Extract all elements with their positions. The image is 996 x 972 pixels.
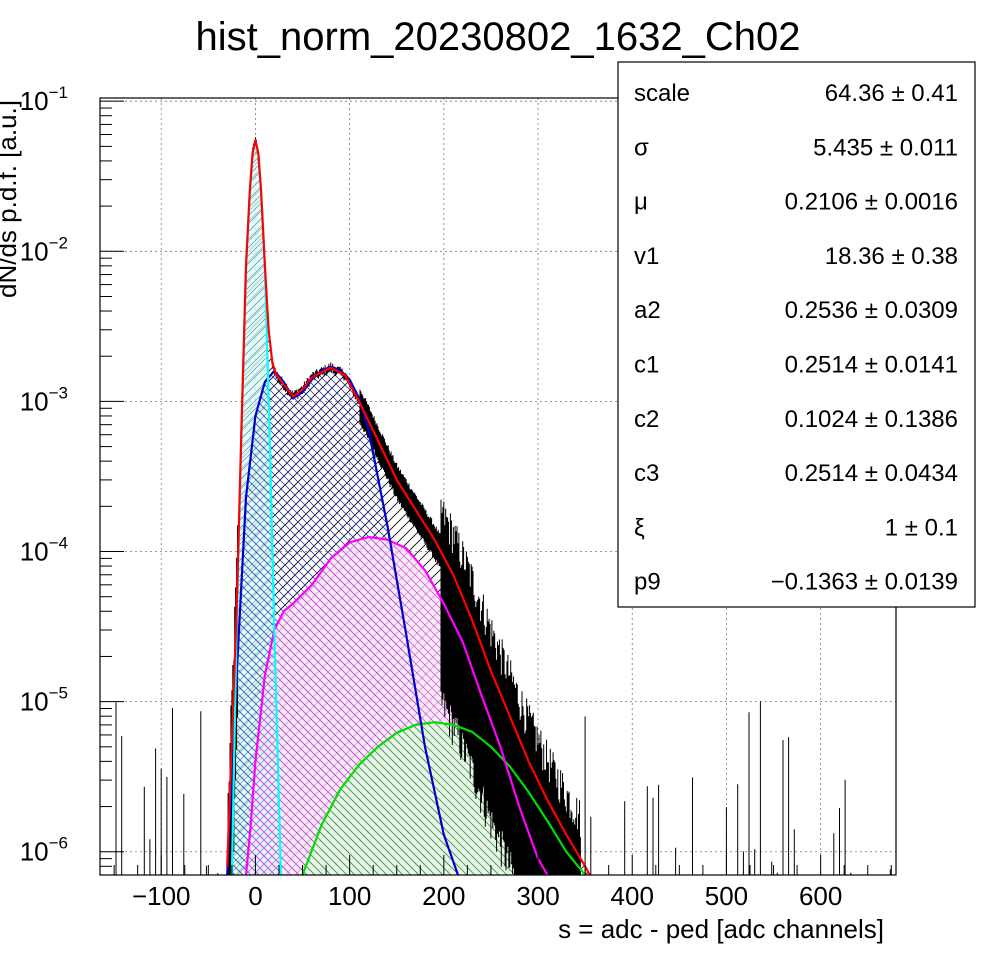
x-tick-label-7: 600	[799, 881, 842, 911]
stat-value-0: 64.36 ± 0.41	[825, 80, 958, 107]
stat-name-9: p9	[634, 569, 661, 596]
x-tick-label-4: 300	[516, 881, 559, 911]
blue-component-curve	[226, 365, 460, 875]
x-tick-label-6: 500	[705, 881, 748, 911]
magenta-component-curve	[244, 535, 549, 875]
stats-box: scale 64.36 ± 0.41 σ 5.435 ± 0.011 μ 0.2106 ±…	[617, 61, 976, 608]
fit-curves	[226, 139, 591, 875]
stat-value-3: 18.36 ± 0.38	[825, 243, 958, 270]
y-tick-label-4: 10−5	[20, 684, 68, 717]
y-axis-label: dN/ds p.d.f. [a.u.]	[0, 100, 22, 298]
y-tick-label-3: 10−4	[20, 534, 68, 567]
stat-value-6: 0.1024 ± 0.1386	[785, 406, 958, 433]
x-axis-label: s = adc - ped [adc channels]	[558, 914, 884, 944]
stat-value-2: 0.2106 ± 0.0016	[785, 189, 958, 216]
chart-title: hist_norm_20230802_1632_Ch02	[196, 15, 801, 59]
stat-value-9: −0.1363 ± 0.0139	[771, 569, 958, 596]
stat-value-5: 0.2514 ± 0.0141	[785, 352, 958, 379]
y-tick-label-1: 10−2	[20, 233, 68, 266]
y-axis: 10−1 10−2 10−3 10−4 10−5 10−6	[20, 83, 124, 876]
y-tick-label-5: 10−6	[20, 834, 68, 867]
stat-value-7: 0.2514 ± 0.0434	[785, 460, 958, 487]
stat-name-5: c1	[634, 352, 659, 379]
stat-name-0: scale	[634, 80, 690, 107]
total-fit-curve	[226, 139, 591, 875]
stat-value-8: 1 ± 0.1	[885, 514, 958, 541]
x-tick-label-3: 200	[422, 881, 465, 911]
x-axis: −100 0 100 200 300 400 500 600	[113, 855, 892, 911]
y-tick-label-0: 10−1	[20, 83, 68, 116]
stat-value-1: 5.435 ± 0.011	[813, 134, 958, 161]
x-tick-label-2: 100	[328, 881, 371, 911]
green-component-curve	[301, 721, 586, 875]
stat-name-8: ξ	[634, 514, 645, 541]
stat-name-6: c2	[634, 406, 659, 433]
stat-name-1: σ	[634, 134, 649, 161]
stat-name-2: μ	[634, 189, 648, 216]
stat-name-7: c3	[634, 460, 659, 487]
stat-value-4: 0.2536 ± 0.0309	[785, 297, 958, 324]
stat-name-4: a2	[634, 297, 661, 324]
x-tick-label-1: 0	[248, 881, 262, 911]
y-tick-label-2: 10−3	[20, 383, 68, 416]
x-tick-label-0: −100	[132, 881, 191, 911]
x-tick-label-5: 400	[611, 881, 654, 911]
stat-name-3: v1	[634, 243, 659, 270]
